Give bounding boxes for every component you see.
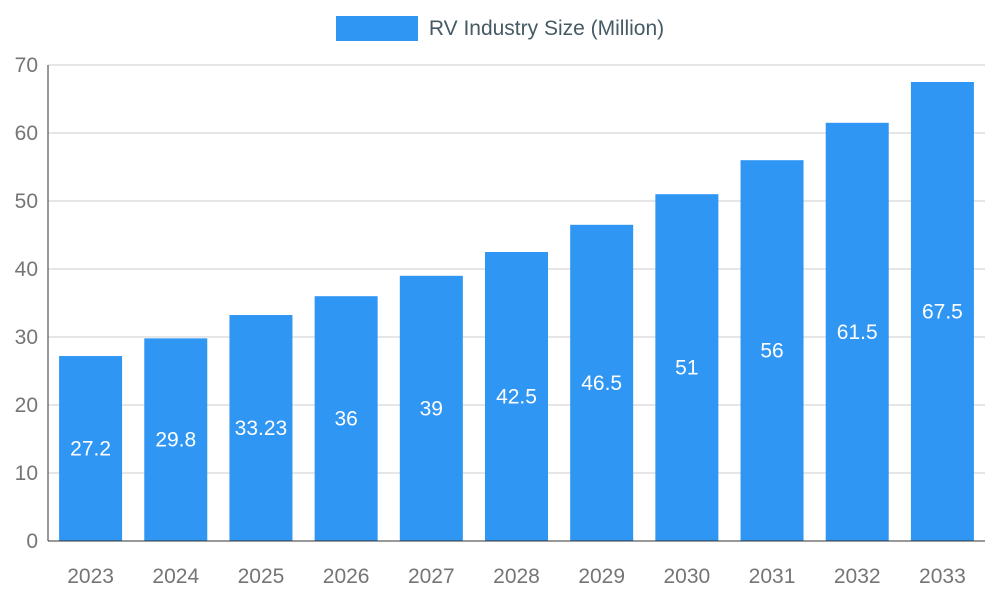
bar-2026	[314, 296, 378, 541]
x-tick-label: 2033	[919, 565, 966, 588]
bar-value-label: 42.5	[496, 386, 537, 409]
x-tick-label: 2031	[749, 565, 796, 588]
y-tick-label: 70	[15, 54, 38, 77]
y-tick-label: 0	[26, 530, 38, 553]
legend-label: RV Industry Size (Million)	[428, 16, 665, 40]
bar-2025	[229, 315, 293, 541]
y-tick-label: 50	[15, 190, 38, 213]
bar-2032	[825, 122, 889, 542]
bar-value-label: 51	[675, 357, 698, 380]
bar-2024	[144, 338, 208, 541]
x-tick-label: 2024	[152, 565, 199, 588]
bar-2023	[59, 356, 123, 541]
x-tick-label: 2030	[664, 565, 711, 588]
chart-legend: RV Industry Size (Million)	[0, 16, 1000, 41]
bar-value-label: 33.23	[235, 417, 288, 440]
y-tick-label: 30	[15, 326, 38, 349]
bar-value-label: 36	[334, 408, 357, 431]
bar-2031	[740, 160, 804, 541]
x-tick-label: 2023	[67, 565, 114, 588]
y-tick-label: 60	[15, 122, 38, 145]
bar-2029	[570, 224, 634, 542]
bar-2033	[910, 82, 974, 541]
x-tick-label: 2026	[323, 565, 370, 588]
bar-value-label: 46.5	[581, 372, 622, 395]
bar-2027	[399, 275, 463, 541]
bar-2028	[485, 252, 548, 541]
x-tick-label: 2028	[493, 565, 540, 588]
bar-value-label: 67.5	[922, 301, 963, 324]
y-tick-label: 20	[15, 394, 38, 417]
x-tick-label: 2025	[238, 565, 285, 588]
x-tick-label: 2029	[578, 565, 625, 588]
bar-value-label: 56	[760, 340, 783, 363]
y-tick-label: 40	[15, 258, 38, 281]
bar-2030	[655, 194, 719, 541]
y-tick-label: 10	[15, 462, 38, 485]
x-tick-label: 2032	[834, 565, 881, 588]
bar-value-label: 27.2	[70, 438, 111, 461]
bar-value-label: 61.5	[837, 321, 878, 344]
bar-value-label: 29.8	[155, 429, 196, 452]
bar-value-label: 39	[420, 397, 443, 420]
legend-swatch	[335, 16, 418, 41]
x-tick-label: 2027	[408, 565, 455, 588]
